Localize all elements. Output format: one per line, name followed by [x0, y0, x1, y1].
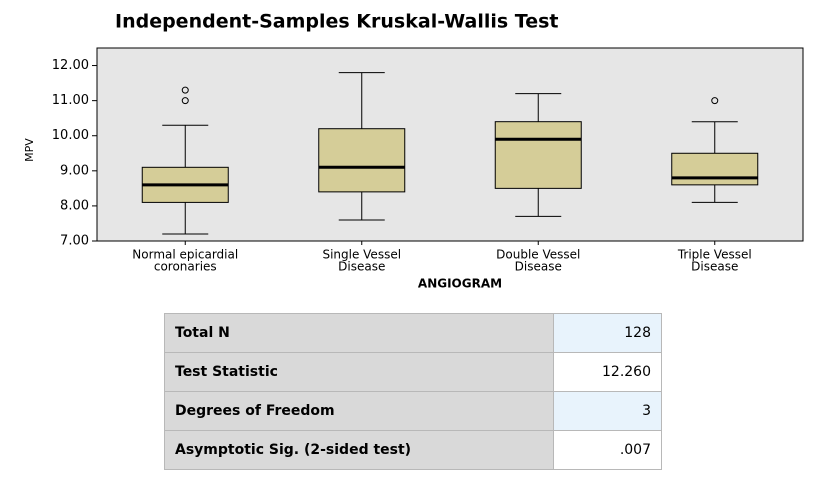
x-tick-label: coronaries [154, 260, 217, 274]
y-tick-label: 11.00 [52, 93, 89, 108]
y-tick-label: 12.00 [52, 58, 89, 73]
row-label: Asymptotic Sig. (2-sided test) [164, 430, 554, 470]
chart-title: Independent-Samples Kruskal-Wallis Test [115, 11, 559, 33]
x-axis-label: ANGIOGRAM [418, 277, 502, 291]
stats-table: Total N 128 Test Statistic 12.260 Degrees … [164, 313, 662, 470]
box [318, 128, 406, 193]
x-tick-label: Disease [515, 260, 562, 274]
y-tick-label: 10.00 [52, 128, 89, 143]
x-tick-label: Triple Vessel [677, 248, 752, 262]
row-label: Total N [164, 313, 554, 353]
row-label: Degrees of Freedom [164, 391, 554, 431]
y-tick-label: 7.00 [60, 234, 89, 249]
plot-area [96, 47, 804, 242]
x-tick-label: Normal epicardial [132, 248, 238, 262]
y-axis-label: MPV [23, 138, 36, 162]
row-label: Test Statistic [164, 352, 554, 392]
outlier [181, 86, 189, 94]
outlier [711, 97, 719, 105]
row-value: .007 [553, 430, 662, 470]
chart: Independent-Samples Kruskal-Wallis Test … [23, 11, 804, 291]
box [494, 121, 582, 189]
y-tick-label: 9.00 [60, 163, 89, 178]
row-value: 3 [553, 391, 662, 431]
row-value: 12.260 [553, 352, 662, 392]
box [671, 152, 759, 186]
row-value: 128 [553, 313, 662, 353]
x-tick-label: Disease [691, 260, 738, 274]
x-tick-label: Single Vessel [322, 248, 401, 262]
x-tick-label: Double Vessel [496, 248, 580, 262]
outlier [181, 97, 189, 105]
x-tick-label: Disease [338, 260, 385, 274]
y-tick-label: 8.00 [60, 198, 89, 213]
